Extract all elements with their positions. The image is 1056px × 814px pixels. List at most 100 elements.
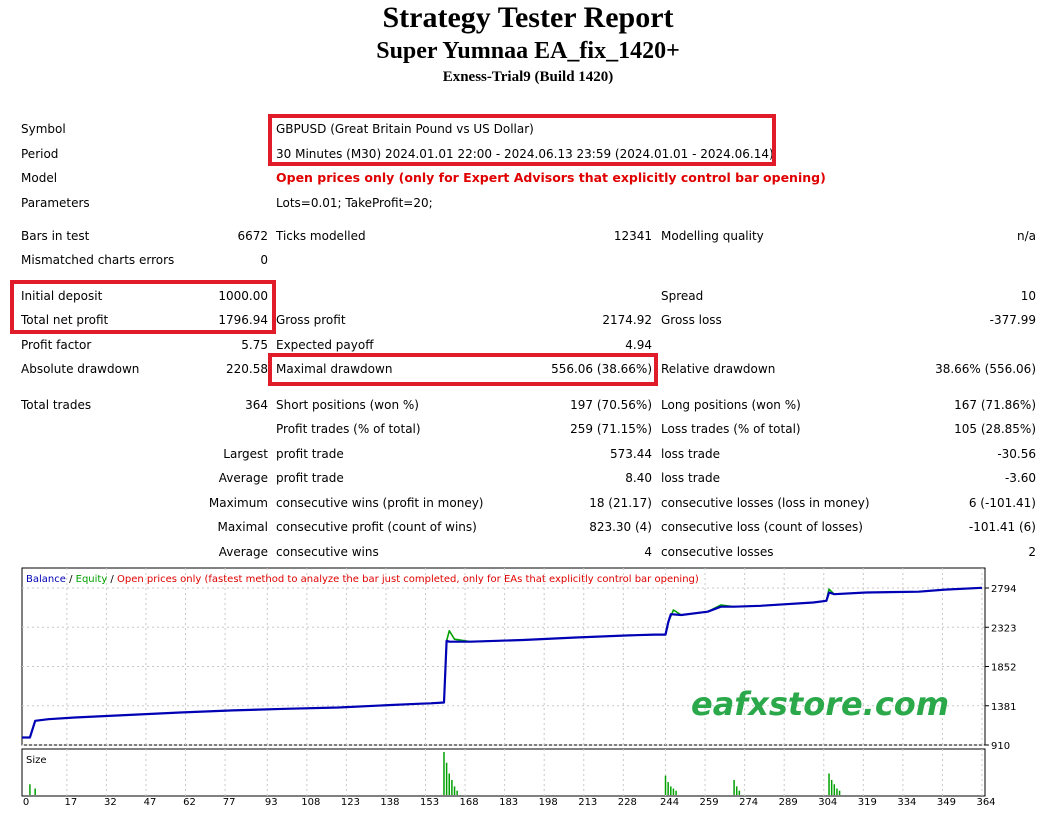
main-plot-frame	[21, 567, 986, 746]
balance-chart: 0 17 32 47 62 77 93 108 123 138 153 168 183 198 213 228…	[21, 567, 1016, 808]
relative-drawdown-value: 38.66% (556.06)	[935, 362, 1036, 376]
loss-trades-label: Loss trades (% of total)	[661, 422, 801, 436]
legend-item-0: Balance	[26, 574, 66, 585]
x-tick-label: 77	[223, 797, 236, 808]
model-label: Model	[21, 171, 58, 185]
watermark-text: eafxstore.com	[691, 685, 949, 723]
chart-legend: Balance / Equity / Open prices only (fas…	[26, 574, 699, 585]
profit-factor-value: 5.75	[241, 338, 268, 352]
average-loss-label: loss trade	[661, 471, 720, 485]
average-label: Average	[218, 471, 268, 485]
ticks-label: Ticks modelled	[276, 229, 366, 243]
gross-profit-value: 2174.92	[602, 313, 652, 327]
profit-factor-label: Profit factor	[21, 338, 92, 352]
short-positions-label: Short positions (won %)	[276, 398, 419, 412]
maximal-consecutive-profit-value: 823.30 (4)	[589, 520, 652, 534]
total-trades-label: Total trades	[21, 398, 92, 412]
mismatch-value: 0	[260, 253, 268, 267]
x-tick-label: 259	[700, 797, 719, 808]
quality-value: n/a	[1016, 229, 1036, 243]
parameters-label: Parameters	[21, 196, 90, 210]
average-consecutive-losses-value: 2	[1028, 545, 1036, 559]
max-consecutive-wins-label: consecutive wins (profit in money)	[276, 496, 484, 510]
expected-payoff-label: Expected payoff	[276, 338, 374, 352]
x-tick-label: 319	[858, 797, 877, 808]
largest-label: Largest	[223, 447, 268, 461]
x-tick-label: 47	[144, 797, 157, 808]
loss-trades-value: 105 (28.85%)	[954, 422, 1036, 436]
x-tick-label: 17	[64, 797, 77, 808]
ticks-value: 12341	[613, 229, 652, 243]
largest-loss-label: loss trade	[661, 447, 720, 461]
size-panel-label: Size	[26, 755, 47, 766]
deposit-label: Initial deposit	[21, 289, 103, 303]
deposit-profit-highlight	[10, 280, 276, 334]
x-tick-label: 123	[341, 797, 360, 808]
parameters-value: Lots=0.01; TakeProfit=20;	[276, 196, 433, 210]
x-tick-label: 168	[460, 797, 479, 808]
largest-profit-value: 573.44	[610, 447, 652, 461]
series-balance-line	[22, 586, 983, 739]
symbol-value: GBPUSD (Great Britain Pound vs US Dollar…	[276, 122, 534, 136]
account-build: Exness-Trial9 (Build 1420)	[442, 69, 614, 85]
total-trades-value: 364	[245, 398, 268, 412]
largest-profit-label: profit trade	[276, 447, 344, 461]
average-consecutive-wins-label: consecutive wins	[276, 545, 379, 559]
symbol-period-highlight	[268, 114, 776, 166]
maximal-drawdown-highlight	[268, 353, 658, 386]
bars-label: Bars in test	[21, 229, 90, 243]
x-tick-label: 289	[779, 797, 798, 808]
spread-label: Spread	[661, 289, 704, 303]
relative-drawdown-label: Relative drawdown	[661, 362, 776, 376]
maximal-drawdown-value: 556.06 (38.66%)	[551, 362, 652, 376]
profit-trades-value: 259 (71.15%)	[570, 422, 652, 436]
x-tick-label: 244	[660, 797, 679, 808]
gross-loss-label: Gross loss	[661, 313, 722, 327]
x-tick-label: 349	[937, 797, 956, 808]
maximal-consecutive-profit-label: consecutive profit (count of wins)	[276, 520, 477, 534]
x-tick-label: 153	[420, 797, 439, 808]
average-profit-value: 8.40	[625, 471, 652, 485]
max-consecutive-losses-value: 6 (-101.41)	[968, 496, 1036, 510]
report-title: Strategy Tester Report	[382, 1, 674, 34]
bars-value: 6672	[237, 229, 268, 243]
maximal-consecutive-loss-label: consecutive loss (count of losses)	[661, 520, 863, 534]
x-tick-label: 32	[104, 797, 117, 808]
maximal-drawdown-label: Maximal drawdown	[276, 362, 393, 376]
size-plot-frame	[21, 748, 986, 797]
average-consecutive-losses-label: consecutive losses	[661, 545, 774, 559]
legend-item-2: Equity	[76, 574, 108, 585]
x-tick-label: 364	[976, 797, 995, 808]
short-positions-value: 197 (70.56%)	[570, 398, 652, 412]
y-tick-label: 1381	[991, 702, 1016, 713]
max-consecutive-losses-label: consecutive losses (loss in money)	[661, 496, 870, 510]
gross-profit-label: Gross profit	[276, 313, 346, 327]
period-label: Period	[21, 147, 59, 161]
expected-payoff-value: 4.94	[625, 338, 652, 352]
deposit-value: 1000.00	[218, 289, 268, 303]
x-tick-label: 334	[897, 797, 916, 808]
x-tick-label: 304	[818, 797, 837, 808]
x-tick-label: 198	[539, 797, 558, 808]
profit-trades-label: Profit trades (% of total)	[276, 422, 421, 436]
y-tick-label: 910	[991, 741, 1010, 752]
net-profit-label: Total net profit	[21, 313, 109, 327]
legend-item-1: /	[66, 574, 76, 585]
x-tick-label: 274	[739, 797, 758, 808]
x-tick-label: 93	[265, 797, 278, 808]
average-consecutive-label: Average	[218, 545, 268, 559]
mismatch-label: Mismatched charts errors	[21, 253, 175, 267]
absolute-drawdown-value: 220.58	[226, 362, 268, 376]
x-tick-label: 62	[183, 797, 196, 808]
largest-loss-value: -30.56	[997, 447, 1036, 461]
y-tick-label: 1852	[991, 663, 1016, 674]
y-tick-label: 2323	[991, 623, 1016, 634]
x-tick-label: 108	[301, 797, 320, 808]
period-value: 30 Minutes (M30) 2024.01.01 22:00 - 2024…	[276, 147, 774, 161]
maximum-label: Maximum	[208, 496, 268, 510]
symbol-label: Symbol	[21, 122, 66, 136]
legend-item-4: Open prices only (fastest method to anal…	[117, 574, 699, 585]
x-tick-label: 183	[499, 797, 518, 808]
average-loss-value: -3.60	[1004, 471, 1036, 485]
maximal-label: Maximal	[217, 520, 268, 534]
